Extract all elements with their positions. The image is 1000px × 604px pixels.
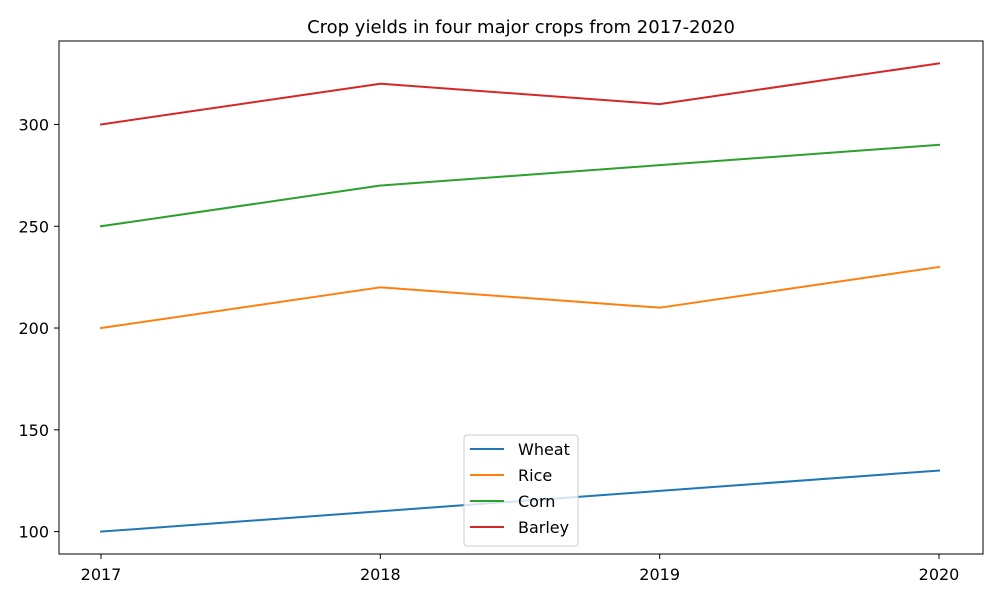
- plot-area-frame: [58, 40, 984, 555]
- y-axis: 100 150 200 250 300: [18, 115, 59, 542]
- x-axis: 2017 2018 2019 2020: [81, 554, 960, 584]
- series-line-barley: [99, 62, 941, 126]
- series-layer: [99, 62, 941, 533]
- legend: Wheat Rice Corn Barley: [463, 434, 579, 547]
- y-tick-label: 200: [18, 319, 49, 338]
- legend-items: Wheat Rice Corn Barley: [470, 440, 570, 537]
- series-line-corn: [99, 143, 941, 228]
- legend-label-wheat: Wheat: [518, 440, 570, 459]
- y-tick-label: 300: [18, 115, 49, 134]
- legend-label-rice: Rice: [518, 466, 552, 485]
- legend-label-barley: Barley: [518, 518, 569, 537]
- y-tick-label: 250: [18, 217, 49, 236]
- chart-title: Crop yields in four major crops from 201…: [307, 17, 735, 38]
- x-tick-label: 2018: [360, 565, 401, 584]
- x-tick-label: 2017: [81, 565, 122, 584]
- y-tick-label: 100: [18, 523, 49, 542]
- x-tick-label: 2020: [919, 565, 960, 584]
- legend-box: [463, 434, 579, 547]
- series-line-rice: [99, 265, 941, 330]
- legend-label-corn: Corn: [518, 492, 555, 511]
- x-tick-label: 2019: [639, 565, 680, 584]
- y-tick-label: 150: [18, 421, 49, 440]
